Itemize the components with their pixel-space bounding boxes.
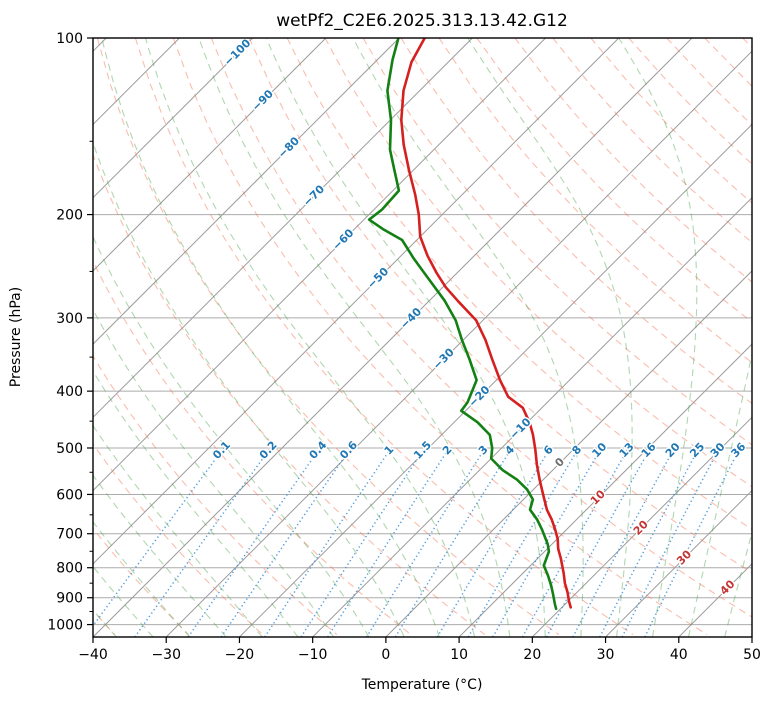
svg-text:300: 300 xyxy=(56,311,83,327)
isotherm-layer xyxy=(93,38,752,637)
axis-layer: −40 −30 −20 −10 0 10 20 30 40 5010020030040050060… xyxy=(47,31,761,663)
svg-text:13: 13 xyxy=(617,440,637,460)
svg-text:500: 500 xyxy=(56,441,83,457)
svg-text:0.2: 0.2 xyxy=(257,439,280,462)
svg-text:6: 6 xyxy=(541,443,556,458)
dewpoint-line xyxy=(367,38,558,611)
svg-text:30: 30 xyxy=(708,440,728,460)
svg-text:8: 8 xyxy=(569,443,584,457)
profile-layer xyxy=(367,38,572,611)
svg-text:1000: 1000 xyxy=(47,618,83,634)
svg-text:10: 10 xyxy=(450,647,468,663)
svg-text:20: 20 xyxy=(523,647,541,663)
svg-text:100: 100 xyxy=(56,31,83,47)
svg-text:0: 0 xyxy=(381,647,390,663)
dry-adiabat-layer xyxy=(93,38,752,636)
svg-text:20: 20 xyxy=(663,440,683,460)
svg-text:25: 25 xyxy=(687,440,707,460)
svg-text:4: 4 xyxy=(502,443,517,458)
svg-text:400: 400 xyxy=(56,384,83,400)
svg-text:10: 10 xyxy=(589,440,609,460)
svg-text:0.4: 0.4 xyxy=(307,438,330,461)
svg-text:900: 900 xyxy=(56,591,83,607)
svg-text:36: 36 xyxy=(728,440,748,460)
moist-adiabat-layer xyxy=(93,38,752,637)
svg-text:700: 700 xyxy=(56,527,83,543)
svg-text:800: 800 xyxy=(56,561,83,577)
svg-text:600: 600 xyxy=(56,487,83,503)
svg-text:40: 40 xyxy=(670,647,688,663)
svg-text:3: 3 xyxy=(476,443,491,457)
y-axis-label: Pressure (hPa) xyxy=(8,287,24,387)
svg-text:2: 2 xyxy=(440,443,455,457)
temperature-line xyxy=(400,38,572,609)
grid-layer xyxy=(93,38,752,626)
svg-text:16: 16 xyxy=(639,440,659,460)
svg-text:−20: −20 xyxy=(225,647,255,663)
contour-label-layer: 0.1 0.2 0.4 0.6 1 1.5 2 3 4 6 8 10 13 16 20 25 30 36−100−… xyxy=(209,38,750,599)
page-title: wetPf2_C2E6.2025.313.13.42.G12 xyxy=(276,11,568,31)
svg-text:200: 200 xyxy=(56,208,83,224)
svg-text:1: 1 xyxy=(382,443,397,457)
svg-text:30: 30 xyxy=(597,647,615,663)
svg-text:0.6: 0.6 xyxy=(337,438,360,461)
svg-text:−10: −10 xyxy=(298,647,328,663)
svg-text:−40: −40 xyxy=(78,647,108,663)
x-axis-label: Temperature (°C) xyxy=(361,677,483,693)
mixing-ratio-layer xyxy=(93,447,741,637)
svg-text:0.1: 0.1 xyxy=(210,439,233,462)
svg-text:1.5: 1.5 xyxy=(411,439,434,462)
svg-text:50: 50 xyxy=(743,647,761,663)
svg-text:−30: −30 xyxy=(151,647,181,663)
